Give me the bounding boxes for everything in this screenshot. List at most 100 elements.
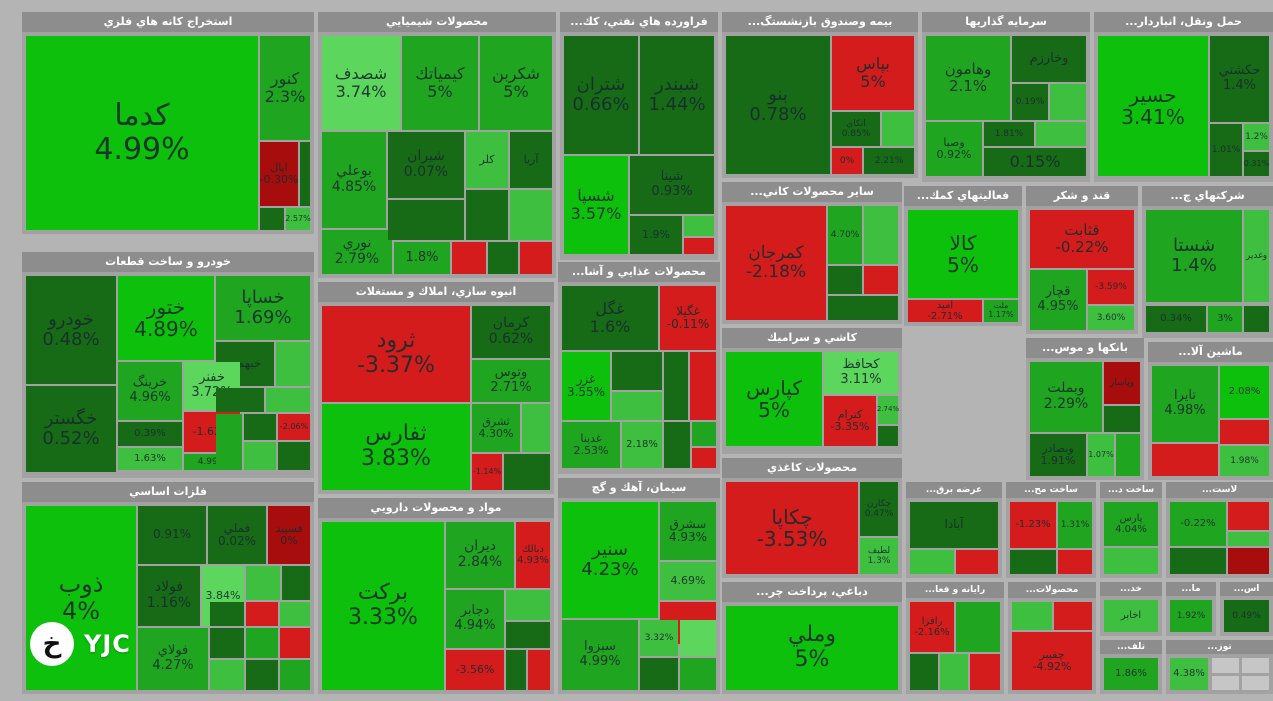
tile-cell[interactable] [1228, 532, 1269, 546]
tile-كلر[interactable]: كلر [466, 132, 508, 188]
tile-كمرجان[interactable]: كمرجان -2.18% [726, 206, 826, 320]
tile-cell[interactable] [1104, 406, 1140, 432]
tile-cell[interactable]: 0.34% [1146, 306, 1206, 332]
tile-cell[interactable]: 3.32% [640, 620, 678, 656]
tile-cell[interactable]: 0.91% [138, 506, 206, 564]
tile-cell[interactable] [1170, 548, 1226, 574]
tile-بپاس[interactable]: بپاس 5% [832, 36, 914, 110]
tile-cell[interactable] [244, 442, 276, 470]
tile-چفيبر[interactable]: چفيبر -4.92% [1012, 632, 1092, 690]
tile-cell[interactable]: -1.14% [472, 454, 502, 490]
tile-وتوس[interactable]: وتوس 2.71% [472, 360, 550, 402]
tile-cell[interactable] [864, 266, 898, 294]
tile-كنور[interactable]: كنور 2.3% [260, 36, 310, 140]
tile-cell[interactable] [504, 454, 550, 490]
tile-كالا[interactable]: كالا 5% [908, 210, 1018, 298]
tile-وبملت[interactable]: وبملت 2.29% [1030, 362, 1102, 432]
tile-cell[interactable]: 0.19% [1012, 84, 1048, 120]
tile-وپاسار[interactable]: وپاسار [1104, 362, 1140, 404]
tile-cell[interactable] [1212, 676, 1239, 690]
tile-cell[interactable] [680, 658, 716, 690]
tile-وخارزم[interactable]: وخارزم [1012, 36, 1086, 82]
tile-cell[interactable]: 2.18% [622, 422, 662, 468]
tile-غدينا[interactable]: غدينا 2.53% [562, 422, 620, 468]
tile-اتكاي[interactable]: اتكاي 0.85% [832, 112, 880, 146]
tile-cell[interactable]: 1.8% [394, 242, 450, 274]
tile-شبندر[interactable]: شبندر 1.44% [640, 36, 714, 154]
tile-cell[interactable] [522, 404, 550, 452]
tile-cell[interactable]: 1.01% [1210, 124, 1242, 176]
tile-cell[interactable] [956, 602, 1000, 652]
tile-حكشتي[interactable]: حكشتي 1.4% [1210, 36, 1269, 122]
tile-چكاپا[interactable]: چكاپا -3.53% [726, 482, 858, 574]
tile-cell[interactable] [260, 208, 284, 230]
tile-cell[interactable] [1220, 420, 1269, 444]
tile-غزر[interactable]: غزر 3.55% [562, 352, 610, 420]
tile-خرينگ[interactable]: خرينگ 4.96% [118, 362, 182, 420]
tile-سشرق[interactable]: سشرق 4.93% [660, 502, 716, 560]
tile-قثابت[interactable]: قثابت -0.22% [1030, 210, 1134, 268]
tile-cell[interactable]: 1.98% [1220, 446, 1269, 476]
tile-غگل[interactable]: غگل 1.6% [562, 286, 658, 350]
tile-cell[interactable]: -1.23% [1010, 502, 1056, 548]
tile-cell[interactable] [640, 658, 678, 690]
tile-cell[interactable]: 0.15% [984, 148, 1086, 176]
tile-cell[interactable] [1010, 550, 1056, 574]
tile-cell[interactable]: 3% [1208, 306, 1242, 332]
tile-كپارس[interactable]: كپارس 5% [726, 352, 822, 446]
tile-اپال[interactable]: اپال -0.30% [260, 142, 298, 206]
tile-شصدف[interactable]: شصدف 3.74% [322, 36, 400, 130]
tile-cell[interactable] [956, 550, 998, 574]
tile-cell[interactable]: 0% [832, 148, 862, 174]
tile-cell[interactable] [680, 620, 716, 656]
tile-cell[interactable] [864, 206, 898, 264]
tile-بوعلي[interactable]: بوعلي 4.85% [322, 132, 386, 228]
tile-لطيف[interactable]: لطيف 1.3% [860, 538, 898, 574]
tile-فولاي[interactable]: فولاي 4.27% [138, 628, 208, 690]
tile-cell[interactable] [216, 414, 242, 470]
tile-cell[interactable]: 2.57% [285, 208, 311, 230]
tile-كترام[interactable]: كترام -3.35% [824, 396, 876, 446]
tile-غگيلا[interactable]: غگيلا -0.11% [660, 286, 716, 350]
tile-cell[interactable] [910, 654, 938, 690]
tile-cell[interactable]: -3.59% [1088, 270, 1134, 304]
tile-cell[interactable] [244, 414, 276, 440]
tile-وملي[interactable]: وملي 5% [726, 606, 898, 690]
tile-رافزا[interactable]: رافزا -2.16% [910, 602, 954, 652]
tile-شسپا[interactable]: شسپا 3.57% [564, 156, 628, 254]
tile-cell[interactable] [828, 296, 898, 320]
tile-آريا[interactable]: آريا [510, 132, 552, 188]
tile-cell[interactable] [1116, 434, 1140, 476]
tile-cell[interactable]: 1.2% [1244, 124, 1269, 150]
tile-cell[interactable] [466, 190, 508, 240]
tile-شتران[interactable]: شتران 0.66% [564, 36, 638, 154]
tile-cell[interactable] [216, 388, 264, 412]
tile-cell[interactable] [612, 352, 662, 390]
tile-cell[interactable]: -0.22% [1170, 502, 1226, 546]
tile-cell[interactable]: 4.70% [828, 206, 862, 264]
tile-ديران[interactable]: ديران 2.84% [446, 522, 514, 588]
tile-cell[interactable]: -2.06% [278, 414, 310, 440]
tile-سنير[interactable]: سنير 4.23% [562, 502, 658, 618]
tile-بنو[interactable]: بنو 0.78% [726, 36, 830, 174]
tile-cell[interactable] [692, 422, 716, 446]
tile-cell[interactable] [246, 602, 278, 626]
tile-cell[interactable]: 1.07% [1088, 434, 1114, 476]
tile-cell[interactable] [1228, 502, 1269, 530]
tile-cell[interactable] [210, 660, 244, 690]
tile-cell[interactable] [1242, 658, 1269, 673]
tile-cell[interactable] [280, 628, 310, 658]
tile-cell[interactable] [664, 422, 690, 468]
tile-cell[interactable] [280, 602, 310, 626]
tile-cell[interactable] [520, 242, 552, 274]
tile-cell[interactable] [690, 352, 716, 420]
tile-دبالك[interactable]: دبالك 4.93% [516, 522, 550, 588]
tile-cell[interactable]: 0.39% [118, 422, 182, 446]
tile-كحافظ[interactable]: كحافظ 3.11% [824, 352, 898, 394]
tile-cell[interactable] [882, 112, 914, 146]
tile-cell[interactable] [828, 266, 862, 294]
tile-ثشرق[interactable]: ثشرق 4.30% [472, 404, 520, 452]
tile-ملت[interactable]: ملت 1.17% [984, 300, 1018, 322]
tile-خگستر[interactable]: خگستر 0.52% [26, 386, 116, 472]
tile-cell[interactable] [878, 426, 898, 446]
